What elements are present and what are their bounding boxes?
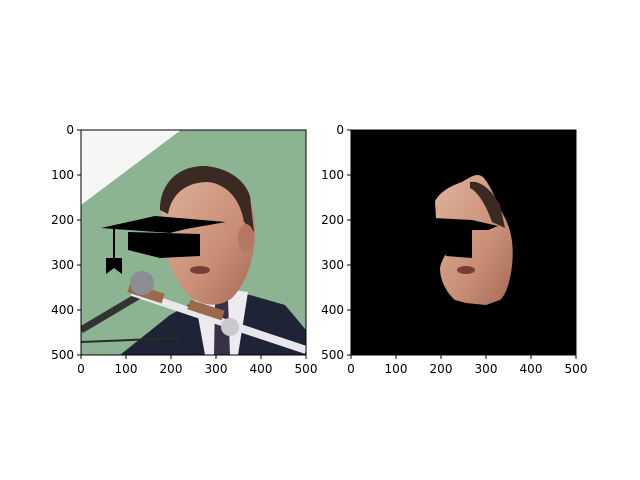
right-ytick-label: 0 (336, 123, 344, 137)
hair (160, 165, 254, 232)
microphone-head-2 (221, 318, 239, 336)
left-ytick-label: 500 (51, 348, 74, 362)
right-ytick-label: 100 (321, 168, 344, 182)
cap-tassel (106, 258, 122, 274)
microphone-stand-left (81, 291, 142, 334)
left-ytick-label: 100 (51, 168, 74, 182)
microphone-clip-2 (187, 299, 225, 321)
right-ytick-label: 200 (321, 213, 344, 227)
left-xtick-label: 100 (115, 362, 138, 376)
right-ytick-label: 500 (321, 348, 344, 362)
mouth (190, 266, 210, 274)
mask-hair (470, 181, 505, 228)
left-xtick-label: 0 (77, 362, 85, 376)
right-ytick-label: 300 (321, 258, 344, 272)
mask-mouth (457, 266, 475, 274)
left-xtick-label: 400 (250, 362, 273, 376)
left-ytick-label: 400 (51, 303, 74, 317)
right-xtick-label: 400 (520, 362, 543, 376)
right-xtick-label: 500 (565, 362, 588, 376)
right-axes-frame (350, 129, 577, 356)
cap-crown (128, 232, 200, 258)
cap-board (101, 216, 226, 233)
right-xtick-label: 0 (347, 362, 355, 376)
left-ytick-label: 0 (66, 123, 74, 137)
right-ytick-label: 400 (321, 303, 344, 317)
right-xtick-label: 200 (430, 362, 453, 376)
left-ytick-label: 300 (51, 258, 74, 272)
left-ytick-label: 200 (51, 213, 74, 227)
right-image-panel (351, 130, 576, 355)
mask-cap-cutout (431, 218, 498, 258)
left-xtick-label: 200 (160, 362, 183, 376)
left-axes-frame (80, 129, 307, 356)
face (161, 167, 256, 305)
ear (238, 224, 254, 252)
left-image-panel (81, 130, 306, 355)
microphone-head-1 (130, 271, 154, 295)
left-xtick-label: 500 (295, 362, 318, 376)
cable (81, 337, 181, 343)
left-xtick-label: 300 (205, 362, 228, 376)
right-xtick-label: 100 (385, 362, 408, 376)
right-xtick-label: 300 (475, 362, 498, 376)
photo-sky-patch (81, 130, 181, 205)
